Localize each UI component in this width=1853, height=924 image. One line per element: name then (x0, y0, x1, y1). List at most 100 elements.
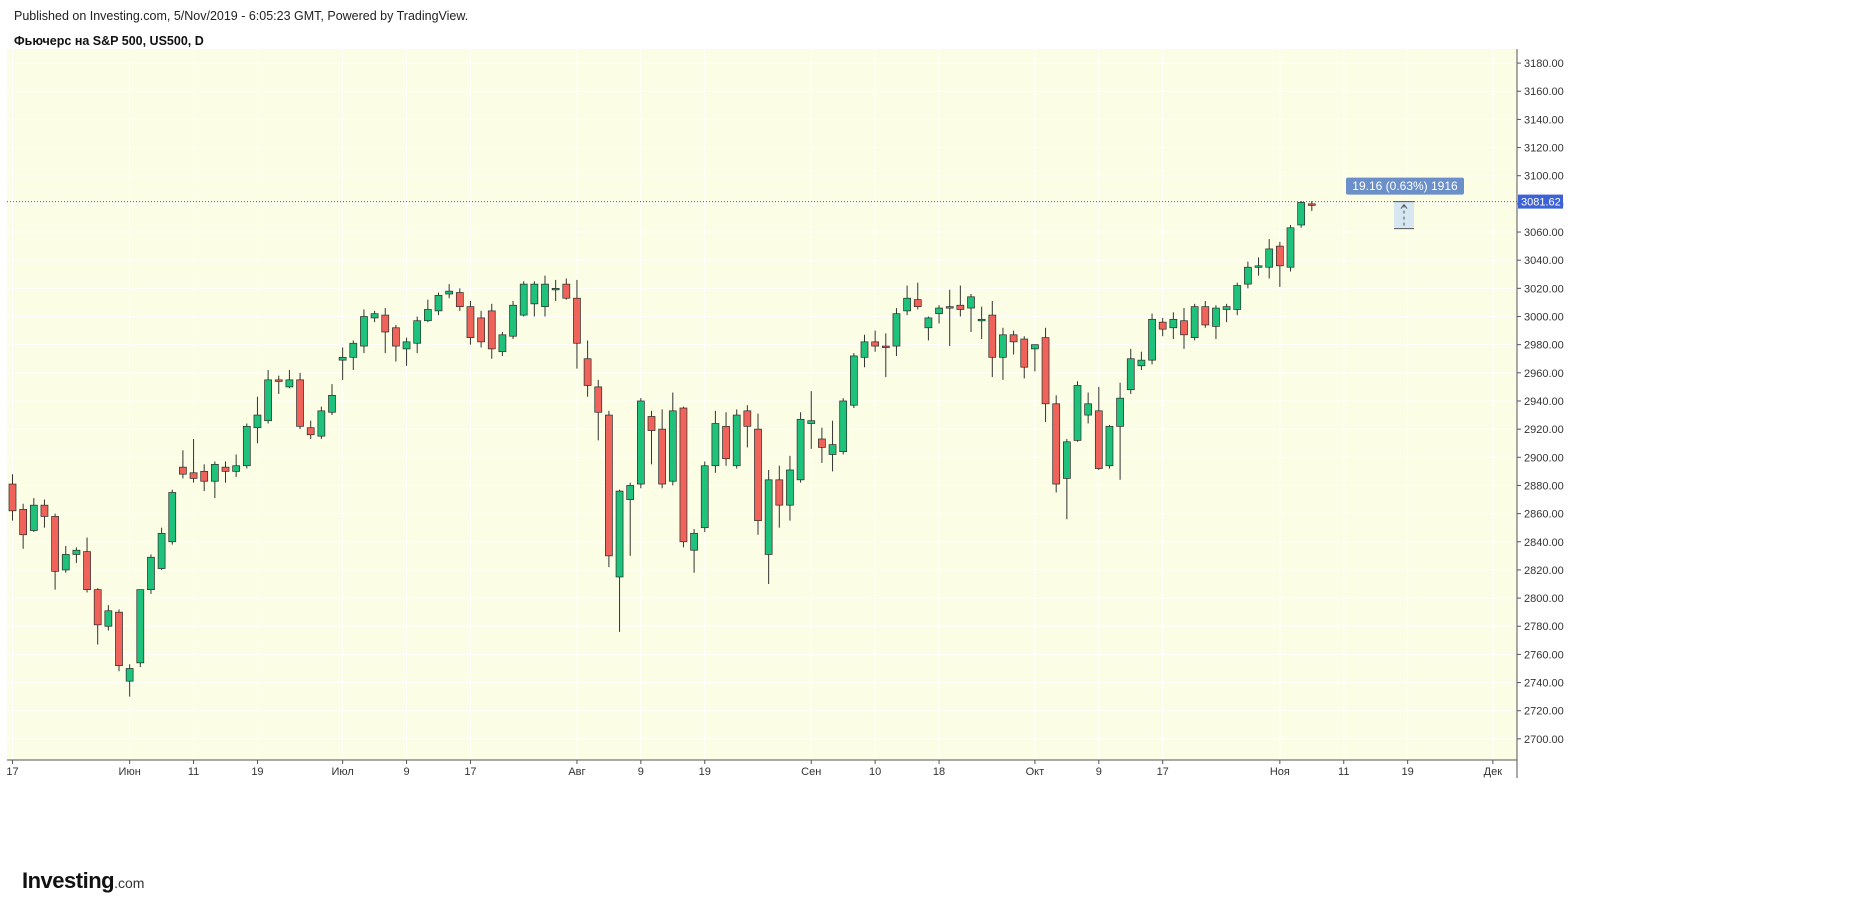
candle-body (1265, 248, 1274, 268)
logo-main: Investing (22, 868, 115, 893)
candle-body (849, 355, 858, 406)
candle-body (211, 463, 219, 482)
candle-body (221, 466, 230, 472)
y-tick-label: 2880.00 (1524, 480, 1564, 492)
candle-body (51, 516, 59, 572)
x-tick-label: 10 (869, 766, 881, 778)
candle-body (1190, 306, 1199, 338)
candle-body (1233, 285, 1242, 310)
y-tick-label: 2940.00 (1524, 396, 1564, 408)
candle-body (743, 410, 752, 427)
candle-body (370, 313, 379, 319)
candle-body (967, 296, 975, 309)
candle-body (551, 287, 560, 291)
y-tick-label: 3120.00 (1524, 143, 1564, 155)
candle-body (189, 472, 198, 479)
candle-body (977, 318, 986, 322)
logo-suffix: .com (114, 875, 145, 891)
candle-body (83, 551, 91, 590)
measure-label: 19.16 (0.63%) 1916 (1352, 179, 1458, 193)
y-tick-label: 2820.00 (1524, 565, 1564, 577)
candle-body (1286, 227, 1295, 268)
last-price-label: 3081.62 (1521, 197, 1561, 209)
y-tick-label: 2760.00 (1524, 649, 1564, 661)
candle-body (786, 469, 794, 506)
x-tick-label: 11 (188, 766, 199, 778)
y-tick-label: 2780.00 (1524, 621, 1564, 633)
candle-body (1020, 338, 1029, 368)
x-tick-label: Авг (568, 766, 585, 778)
candle-body (860, 341, 869, 358)
candle-body (147, 556, 155, 590)
x-tick-label: 9 (403, 766, 409, 778)
candle-body (445, 290, 453, 295)
candle-body (573, 297, 581, 344)
y-tick-label: 3100.00 (1524, 171, 1564, 183)
candle-body (924, 317, 933, 329)
candle-body (988, 314, 997, 358)
candle-body (381, 314, 390, 333)
x-tick-label: 18 (933, 766, 945, 778)
candle-body (626, 485, 635, 500)
x-tick-label: 9 (638, 766, 644, 778)
y-tick-label: 2960.00 (1524, 368, 1564, 380)
x-tick-label: Ноя (1270, 766, 1290, 778)
candle-body (306, 427, 315, 436)
candle-body (871, 341, 880, 347)
candle-body (1297, 202, 1306, 226)
candle-body (360, 316, 368, 347)
candle-body (1275, 245, 1284, 267)
candle-body (807, 420, 816, 424)
candle-body (605, 414, 613, 557)
candle-body (1126, 358, 1135, 391)
candle-body (296, 379, 304, 427)
candle-body (168, 492, 177, 543)
candle-body (253, 414, 262, 429)
candle-body (157, 532, 166, 569)
candle-body (1212, 307, 1220, 327)
candle-body (1062, 441, 1071, 479)
y-tick-label: 2860.00 (1524, 509, 1564, 521)
candle-body (775, 479, 784, 506)
candle-body (285, 379, 294, 388)
candle-body (477, 317, 485, 343)
x-tick-label: Сен (801, 766, 821, 778)
candle-body (1148, 318, 1156, 361)
candle-body (1105, 425, 1114, 467)
candle-body (615, 490, 624, 578)
candle-body (349, 342, 358, 358)
x-tick-label: Окт (1026, 766, 1045, 778)
y-tick-label: 3040.00 (1524, 255, 1564, 267)
candle-body (61, 554, 70, 571)
y-tick-label: 2700.00 (1524, 734, 1564, 746)
y-tick-label: 2980.00 (1524, 340, 1564, 352)
candle-body (125, 668, 134, 682)
candle-body (658, 428, 667, 485)
x-tick-label: 17 (464, 766, 476, 778)
y-tick-label: 3160.00 (1524, 86, 1564, 98)
x-tick-label: 11 (1338, 766, 1349, 778)
candle-body (1222, 306, 1231, 310)
y-tick-label: 3140.00 (1524, 114, 1564, 126)
last-price-label-bg (1518, 194, 1563, 209)
candle-body (647, 416, 656, 431)
candle-body (72, 549, 81, 555)
candle-body (1244, 266, 1252, 285)
chart-title: Фьючерс на S&P 500, US500, D (14, 34, 204, 48)
y-tick-label: 2800.00 (1524, 593, 1564, 605)
candle-body (764, 479, 773, 555)
candle-body (455, 292, 464, 307)
x-tick-label: 19 (251, 766, 263, 778)
candle-body (722, 425, 730, 460)
x-tick-label: 19 (1402, 766, 1414, 778)
candle-body (1052, 403, 1061, 485)
candle-body (136, 589, 145, 664)
candle-body (402, 341, 411, 350)
x-tick-label: Дек (1484, 766, 1503, 778)
candle-body (541, 283, 549, 307)
x-tick-label: 17 (6, 766, 18, 778)
candle-body (679, 407, 688, 543)
candle-body (1137, 359, 1146, 367)
candle-body (8, 483, 17, 512)
